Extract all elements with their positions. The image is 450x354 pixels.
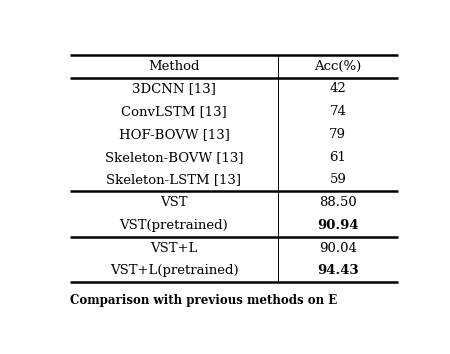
Text: 79: 79 <box>329 128 346 141</box>
Text: HOF-BOVW [13]: HOF-BOVW [13] <box>118 128 230 141</box>
Text: VST+L(pretrained): VST+L(pretrained) <box>110 264 238 278</box>
Text: Skeleton-LSTM [13]: Skeleton-LSTM [13] <box>107 173 242 187</box>
Text: 88.50: 88.50 <box>319 196 357 209</box>
Text: Comparison with previous methods on E: Comparison with previous methods on E <box>70 293 338 307</box>
Text: VST: VST <box>160 196 188 209</box>
Text: 74: 74 <box>329 105 346 118</box>
Text: ConvLSTM [13]: ConvLSTM [13] <box>121 105 227 118</box>
Text: 3DCNN [13]: 3DCNN [13] <box>132 82 216 95</box>
Text: 90.04: 90.04 <box>319 242 357 255</box>
Text: 90.94: 90.94 <box>317 219 359 232</box>
Text: 42: 42 <box>329 82 346 95</box>
Text: Skeleton-BOVW [13]: Skeleton-BOVW [13] <box>105 151 243 164</box>
Text: VST+L: VST+L <box>150 242 198 255</box>
Text: 94.43: 94.43 <box>317 264 359 278</box>
Text: Acc(%): Acc(%) <box>314 59 361 73</box>
Text: VST(pretrained): VST(pretrained) <box>120 219 228 232</box>
Text: 59: 59 <box>329 173 346 187</box>
Text: Method: Method <box>148 59 200 73</box>
Text: 61: 61 <box>329 151 346 164</box>
